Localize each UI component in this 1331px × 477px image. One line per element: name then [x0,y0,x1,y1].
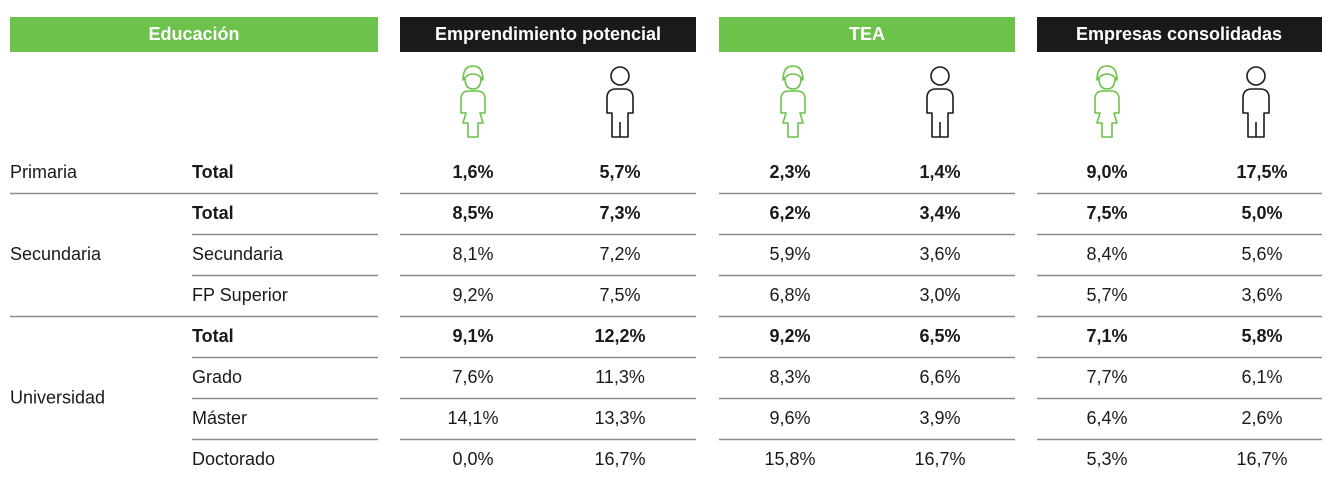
cell-value: 7,2% [599,244,640,264]
cell-value: 1,4% [919,162,960,182]
cell-value: 9,1% [452,326,493,346]
cell-value: 9,2% [769,326,810,346]
cell-value: 9,0% [1086,162,1127,182]
cell-value: 3,6% [919,244,960,264]
cell-value: 7,5% [1086,203,1127,223]
cell-value: 7,5% [599,285,640,305]
cell-value: 0,0% [452,449,493,469]
header-label: Empresas consolidadas [1076,24,1282,44]
header-label: TEA [849,24,885,44]
cell-value: 7,3% [599,203,640,223]
cell-value: 12,2% [594,326,645,346]
cell-value: 8,4% [1086,244,1127,264]
cell-value: 11,3% [595,367,645,387]
cell-value: 2,6% [1241,408,1282,428]
cell-value: 5,7% [599,162,640,182]
cell-value: 5,3% [1086,449,1127,469]
cell-value: 2,3% [769,162,810,182]
cell-value: 3,9% [919,408,960,428]
cell-value: 8,1% [452,244,493,264]
cell-value: 3,4% [919,203,960,223]
cell-value: 1,6% [452,162,493,182]
female-icon [780,65,806,138]
header-cell [400,17,696,52]
cell-value: 14,1% [447,408,498,428]
row-label: Total [192,203,234,223]
cell-value: 6,8% [769,285,810,305]
cell-value: 3,0% [919,285,960,305]
cell-value: 9,6% [769,408,810,428]
female-icon [1094,65,1120,138]
cell-value: 16,7% [594,449,645,469]
cell-value: 6,4% [1086,408,1127,428]
row-label: Doctorado [192,449,275,469]
cell-value: 5,6% [1241,244,1282,264]
row-label: FP Superior [192,285,288,305]
cell-value: 17,5% [1236,162,1287,182]
cell-value: 7,1% [1086,326,1127,346]
row-label: Total [192,162,234,182]
row-label: Total [192,326,234,346]
cell-value: 5,8% [1241,326,1282,346]
header-cell [719,17,1015,52]
cell-value: 6,5% [919,326,960,346]
row-label: Secundaria [192,244,284,264]
header-cell [10,17,378,52]
group-label: Universidad [10,387,105,407]
male-icon [1242,66,1270,138]
cell-value: 5,9% [769,244,810,264]
cell-value: 16,7% [914,449,965,469]
male-icon [926,66,954,138]
cell-value: 13,3% [594,408,645,428]
cell-value: 5,7% [1086,285,1127,305]
row-label: Grado [192,367,242,387]
cell-value: 7,7% [1086,367,1127,387]
cell-value: 5,0% [1241,203,1282,223]
cell-value: 7,6% [452,367,493,387]
cell-value: 6,2% [769,203,810,223]
cell-value: 16,7% [1236,449,1287,469]
group-label: Secundaria [10,244,102,264]
row-label: Máster [192,408,247,428]
cell-value: 9,2% [452,285,493,305]
cell-value: 6,1% [1241,367,1282,387]
header-label: Emprendimiento potencial [435,24,661,44]
cell-value: 6,6% [919,367,960,387]
cell-value: 3,6% [1241,285,1282,305]
header-label: Educación [148,24,239,44]
group-label: Primaria [10,162,78,182]
female-icon [460,65,486,138]
male-icon [606,66,634,138]
cell-value: 15,8% [764,449,815,469]
cell-value: 8,3% [769,367,810,387]
cell-value: 8,5% [452,203,493,223]
header-cell [1037,17,1322,52]
